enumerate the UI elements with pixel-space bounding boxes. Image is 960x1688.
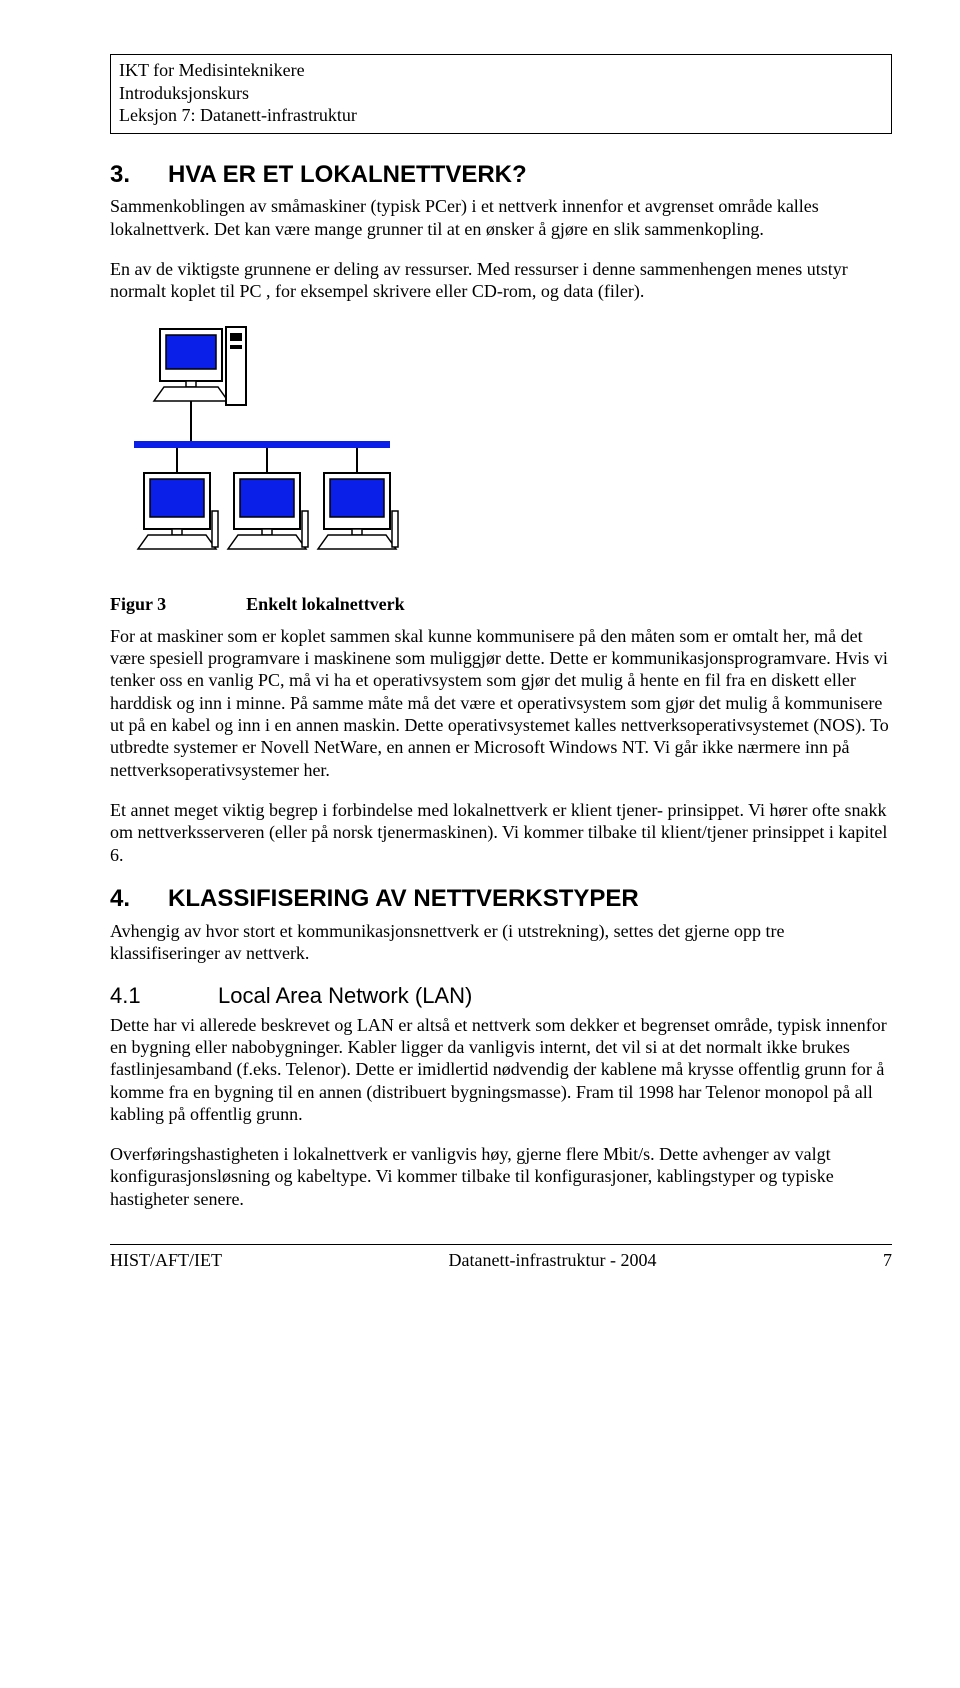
section-4-heading: 4.KLASSIFISERING AV NETTVERKSTYPER bbox=[110, 884, 892, 914]
section-4-title: KLASSIFISERING AV NETTVERKSTYPER bbox=[168, 885, 639, 912]
section-3-number: 3. bbox=[110, 160, 168, 190]
section-4-para-1: Avhengig av hvor stort et kommunikasjons… bbox=[110, 920, 892, 965]
figure-3-diagram bbox=[124, 323, 892, 569]
section-4-1-number: 4.1 bbox=[110, 982, 218, 1009]
section-3-para-3: For at maskiner som er koplet sammen ska… bbox=[110, 625, 892, 781]
section-4-1-heading: 4.1Local Area Network (LAN) bbox=[110, 982, 892, 1009]
footer-left: HIST/AFT/IET bbox=[110, 1249, 222, 1271]
section-3-para-1: Sammenkoblingen av småmaskiner (typisk P… bbox=[110, 195, 892, 240]
figure-3-caption: Figur 3 Enkelt lokalnettverk bbox=[110, 593, 892, 615]
page-footer: HIST/AFT/IET Datanett-infrastruktur - 20… bbox=[110, 1244, 892, 1271]
section-4-number: 4. bbox=[110, 884, 168, 914]
figure-3-label: Figur 3 bbox=[110, 594, 166, 614]
header-line-2: Introduksjonskurs bbox=[119, 82, 883, 105]
section-4-1-title: Local Area Network (LAN) bbox=[218, 983, 472, 1008]
footer-center: Datanett-infrastruktur - 2004 bbox=[449, 1249, 657, 1271]
section-4-1-para-2: Overføringshastigheten i lokalnettverk e… bbox=[110, 1143, 892, 1210]
section-3-para-2: En av de viktigste grunnene er deling av… bbox=[110, 258, 892, 303]
section-4-1-para-1: Dette har vi allerede beskrevet og LAN e… bbox=[110, 1014, 892, 1126]
header-line-1: IKT for Medisinteknikere bbox=[119, 59, 883, 82]
footer-right: 7 bbox=[883, 1249, 892, 1271]
network-diagram-svg bbox=[124, 323, 414, 569]
section-3-title: HVA ER ET LOKALNETTVERK? bbox=[168, 161, 527, 188]
page-header-box: IKT for Medisinteknikere Introduksjonsku… bbox=[110, 54, 892, 134]
figure-3-caption-text: Enkelt lokalnettverk bbox=[246, 594, 405, 614]
section-3-para-4: Et annet meget viktig begrep i forbindel… bbox=[110, 799, 892, 866]
page: IKT for Medisinteknikere Introduksjonsku… bbox=[0, 0, 960, 1311]
header-line-3: Leksjon 7: Datanett-infrastruktur bbox=[119, 104, 883, 127]
section-3-heading: 3.HVA ER ET LOKALNETTVERK? bbox=[110, 160, 892, 190]
